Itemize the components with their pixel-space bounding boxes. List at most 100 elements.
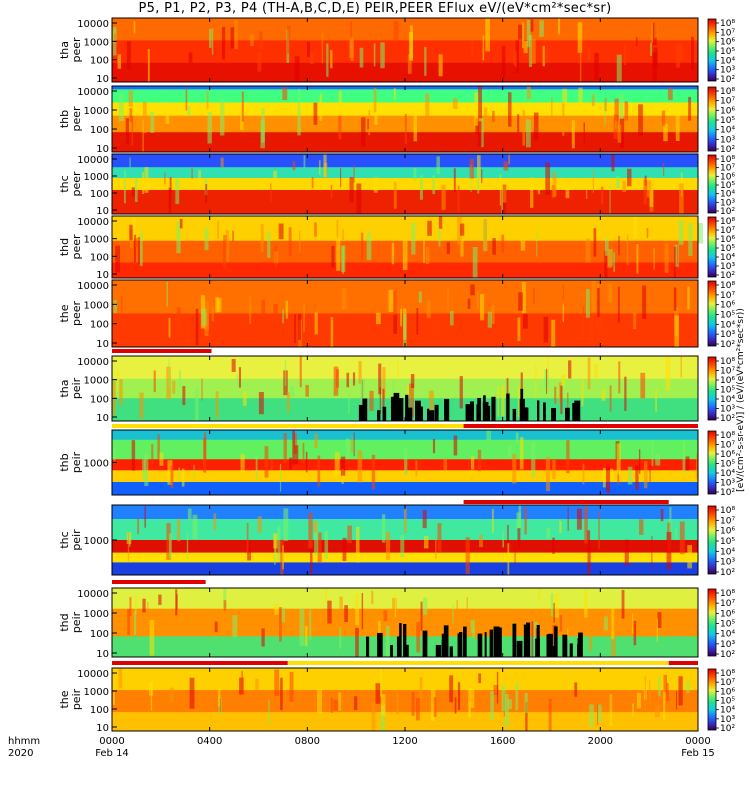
y-axis-label: peer — [70, 37, 83, 63]
spectrogram-streak — [667, 88, 673, 101]
spectrogram-streak — [427, 220, 432, 236]
spectrogram-streak — [391, 242, 395, 265]
spectrogram-streak — [523, 40, 528, 54]
spectrogram-streak — [121, 295, 123, 325]
spectrogram-streak — [588, 624, 593, 651]
spectrogram-streak — [528, 35, 533, 67]
spectrogram-streak — [604, 238, 609, 256]
spectrogram-streak — [476, 290, 479, 308]
spectrogram-streak — [517, 528, 521, 547]
spectrogram-streak — [538, 588, 541, 603]
spectrogram-streak — [438, 228, 441, 247]
spectrogram-streak — [274, 603, 279, 615]
y-tick-label: 100 — [90, 629, 109, 640]
spectrogram-streak — [597, 287, 600, 317]
spectrogram-streak — [129, 157, 131, 168]
spectrogram-streak — [520, 240, 526, 251]
spectrogram-streak — [223, 600, 227, 611]
spectrogram-streak — [355, 593, 360, 628]
spectrogram-streak — [447, 288, 449, 311]
spectrogram-streak — [522, 110, 525, 146]
low-count-region — [390, 644, 393, 657]
spectrogram-streak — [452, 98, 458, 109]
x-tick-label: 1200 — [392, 736, 417, 747]
spectrogram-streak — [396, 689, 399, 715]
spectrogram-streak — [112, 691, 115, 705]
spectrogram-streak — [280, 677, 283, 711]
colorbar-tick-label: 10² — [720, 207, 735, 217]
spectrogram-streak — [422, 510, 427, 529]
colorbar-tick-label: 10³ — [720, 66, 735, 76]
spectrogram-streak — [330, 184, 333, 199]
spectrogram-streak — [551, 319, 556, 347]
spectrogram-streak — [324, 531, 329, 559]
colorbar-tick-label: 10² — [720, 650, 735, 660]
colorbar-tick-label: 10⁷ — [720, 367, 735, 377]
y-axis-label: thd — [58, 613, 71, 631]
colorbar-tick-label: 10⁶ — [720, 38, 735, 48]
spectrogram-streak — [559, 520, 562, 533]
spectrogram-streak — [604, 251, 608, 278]
spectrogram-streak — [201, 378, 203, 401]
colorbar-tick-label: 10⁵ — [720, 620, 735, 630]
spectrogram-streak — [371, 701, 376, 731]
low-count-region — [403, 623, 407, 657]
spectrogram-streak — [453, 435, 458, 456]
spectrogram-streak — [452, 604, 454, 624]
y-tick-label: 10 — [96, 270, 109, 281]
spectrogram-streak — [299, 356, 302, 388]
low-count-region — [463, 626, 467, 657]
spectrogram-streak — [334, 451, 340, 476]
spectrogram-streak — [650, 42, 652, 56]
spectrogram-streak — [220, 157, 224, 168]
low-count-region — [457, 633, 462, 657]
spectrogram-streak — [380, 705, 385, 731]
y-tick-label: 1000 — [84, 459, 109, 470]
spectrogram-streak — [400, 308, 403, 327]
spectrogram-streak — [422, 597, 428, 615]
spectrogram-streak — [189, 677, 195, 709]
colorbar-tick-label: 10⁵ — [720, 537, 735, 547]
spectrogram-streak — [215, 297, 219, 313]
spectrogram-streak — [281, 607, 285, 623]
spectrogram-streak — [548, 698, 552, 731]
colorbar-tick-label: 10⁵ — [720, 244, 735, 254]
y-tick-label: 100 — [90, 320, 109, 331]
spectrogram-streak — [552, 459, 556, 480]
spectrogram-streak — [583, 122, 585, 146]
spectrogram-streak — [144, 506, 146, 528]
spectrogram-streak — [581, 379, 584, 407]
spectrogram-streak — [138, 237, 140, 264]
spectrogram-streak — [394, 592, 397, 617]
spectrogram-streak — [675, 528, 678, 540]
spectrogram-streak — [416, 308, 419, 335]
spectrogram-streak — [655, 388, 657, 412]
y-tick-label: 1000 — [84, 106, 109, 117]
y-tick-label: 1000 — [84, 172, 109, 183]
spectrogram-streak — [477, 121, 482, 147]
spectrogram-streak — [179, 218, 183, 229]
spectrogram-streak — [407, 54, 412, 74]
spectrogram-streak — [654, 22, 658, 38]
spectrogram-streak — [593, 228, 597, 257]
spectrogram-streak — [597, 704, 602, 723]
spectrogram-streak — [367, 118, 369, 130]
spectrogram-streak — [646, 228, 649, 238]
spectrogram-band — [112, 40, 698, 64]
spectrogram-streak — [617, 124, 622, 143]
spectrogram-streak — [660, 508, 664, 522]
spectrogram-streak — [270, 183, 272, 203]
spectrogram-streak — [340, 456, 346, 476]
spectrogram-streak — [217, 297, 222, 313]
spectrogram-streak — [116, 370, 119, 394]
spectrogram-streak — [239, 108, 244, 130]
spectrogram-band — [112, 89, 698, 103]
spectrogram-streak — [403, 314, 407, 347]
y-axis-label: peir — [70, 451, 83, 473]
spectrogram-streak — [643, 179, 648, 205]
y-tick-label: 10000 — [77, 281, 109, 292]
y-tick-label: 10 — [96, 413, 109, 424]
spectrogram-streak — [492, 508, 494, 533]
spectrogram-streak — [314, 222, 317, 237]
spectrogram-streak — [624, 376, 627, 411]
